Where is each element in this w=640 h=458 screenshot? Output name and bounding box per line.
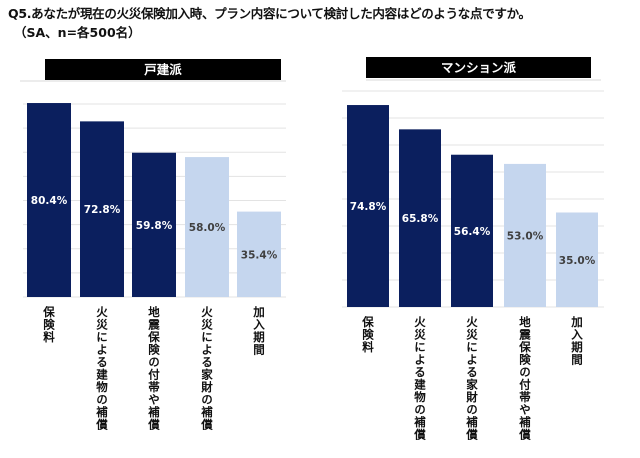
bar (504, 163, 546, 307)
question-text: Q5.あなたが現在の火災保険加入時、プラン内容について検討した内容はどのような点… (8, 6, 531, 21)
category-label: 地震保険の付帯や補償 (147, 306, 161, 431)
bar-value-label: 56.4% (454, 226, 491, 238)
bar-value-label: 80.4% (31, 195, 68, 207)
category-label: 加入期間 (570, 316, 584, 366)
category-label: 加入期間 (252, 306, 266, 356)
chart-title-condo: マンション派 (366, 57, 591, 78)
bar (80, 121, 124, 298)
bar-value-label: 35.4% (241, 249, 278, 261)
chart-title-detached-house: 戸建派 (45, 59, 281, 80)
bar (451, 154, 493, 307)
category-label: 保険料 (361, 316, 375, 354)
category-label: 保険料 (42, 306, 56, 344)
bar (347, 105, 389, 307)
bar-value-label: 53.0% (507, 230, 544, 242)
bar (237, 211, 281, 297)
bar-value-label: 58.0% (189, 222, 226, 234)
category-label: 火災による建物の補償 (413, 316, 427, 441)
bar (556, 212, 598, 307)
bar (399, 129, 441, 307)
bar-value-label: 59.8% (136, 220, 173, 232)
bar (185, 157, 229, 297)
bar-value-label: 65.8% (402, 213, 439, 225)
category-label: 地震保険の付帯や補償 (518, 316, 532, 441)
bar (27, 103, 71, 297)
category-label: 火災による家財の補償 (200, 306, 214, 431)
bar (132, 152, 176, 297)
bar-value-label: 74.8% (350, 201, 387, 213)
category-label: 火災による家財の補償 (465, 316, 479, 441)
sample-note: （SA、n=各500名） (14, 25, 141, 40)
category-label: 火災による建物の補償 (95, 306, 109, 431)
bar-value-label: 35.0% (559, 255, 596, 267)
bar-value-label: 72.8% (84, 204, 121, 216)
